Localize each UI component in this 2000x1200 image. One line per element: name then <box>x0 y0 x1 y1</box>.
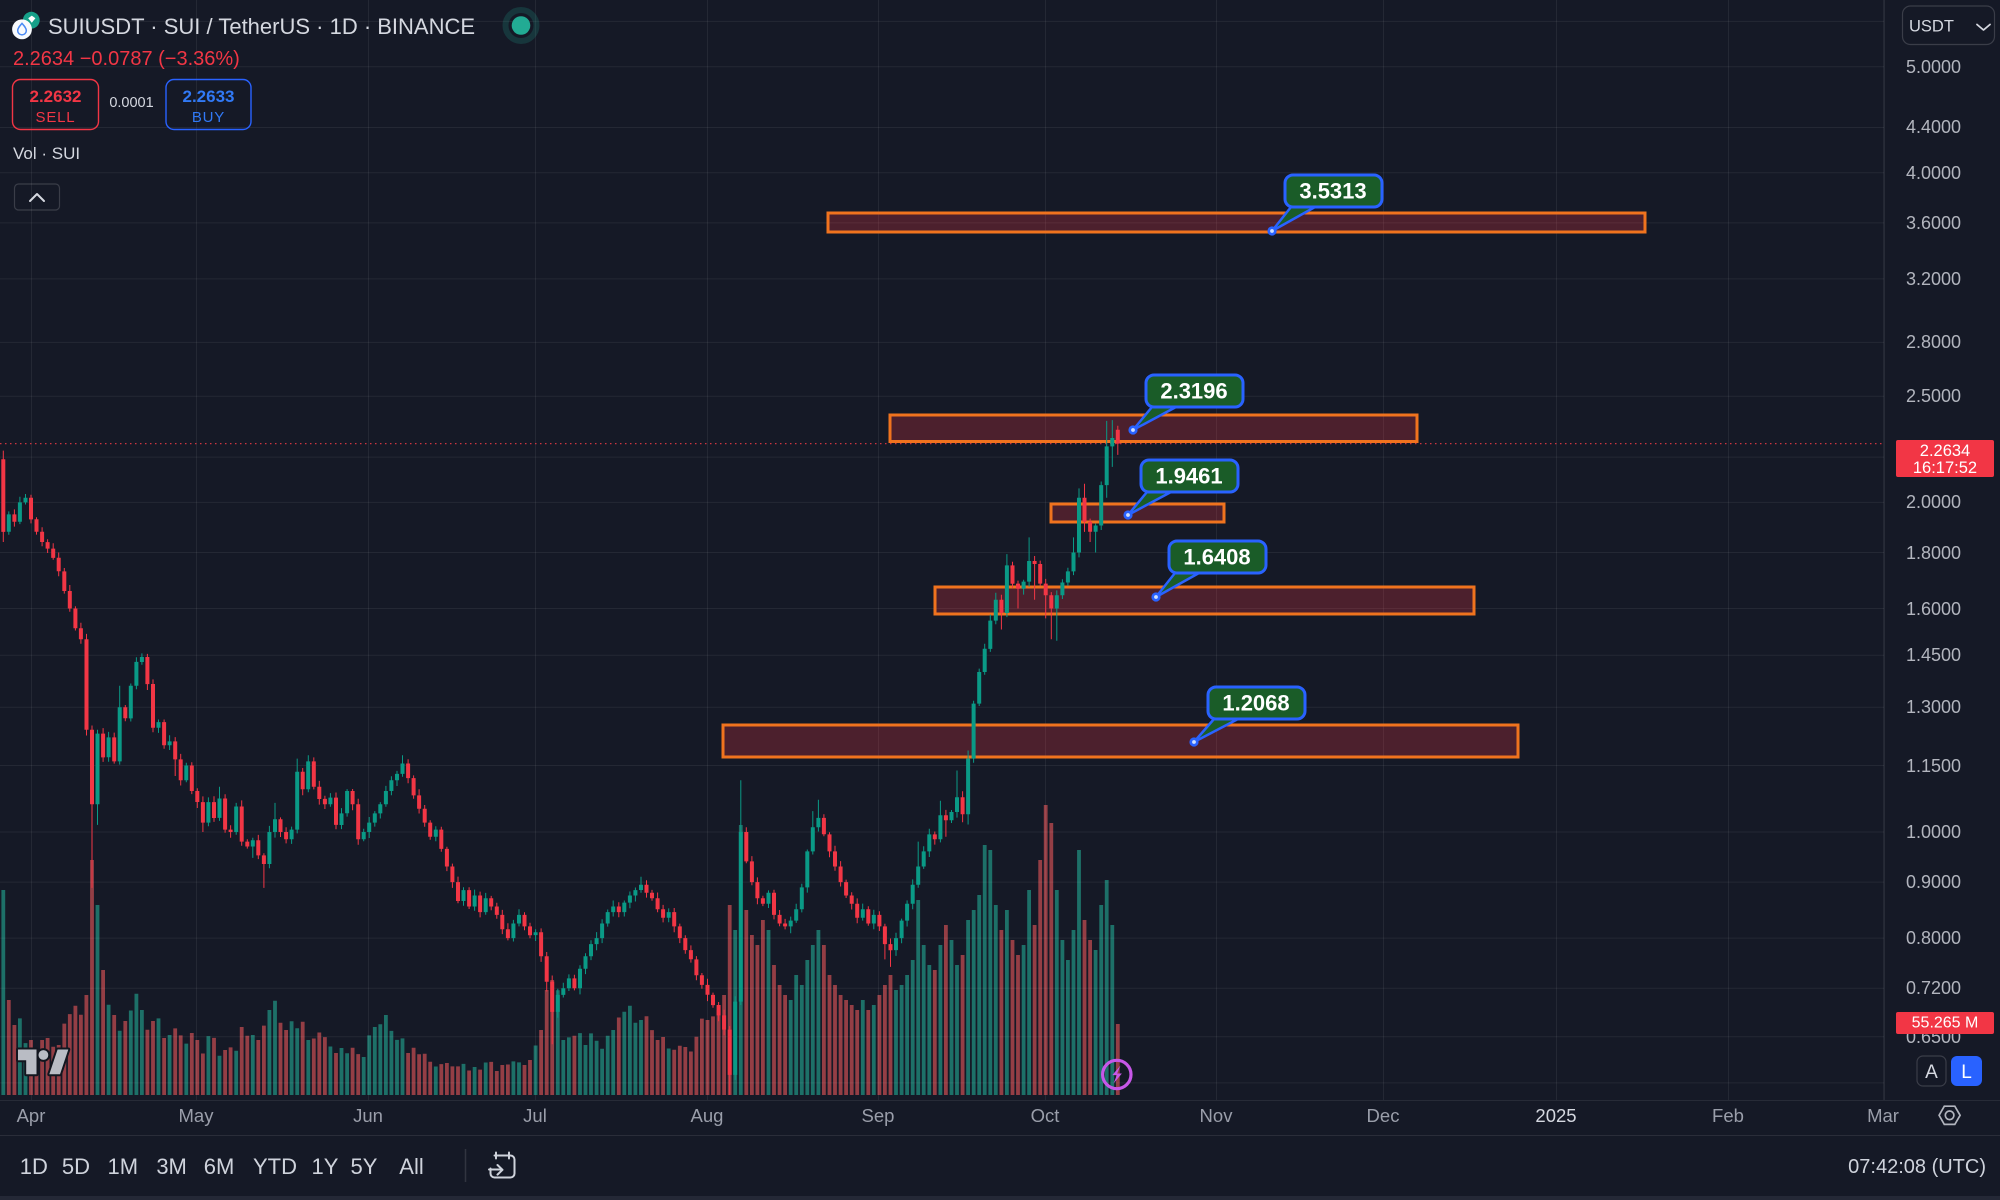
svg-text:Oct: Oct <box>1031 1105 1060 1126</box>
svg-text:2025: 2025 <box>1535 1105 1576 1126</box>
svg-text:Mar: Mar <box>1867 1105 1899 1126</box>
svg-text:5D: 5D <box>62 1154 90 1179</box>
svg-text:3.2000: 3.2000 <box>1906 269 1961 289</box>
svg-text:Aug: Aug <box>691 1105 724 1126</box>
svg-text:4.0000: 4.0000 <box>1906 163 1961 183</box>
svg-text:Feb: Feb <box>1712 1105 1744 1126</box>
svg-text:USDT: USDT <box>1909 18 1954 36</box>
svg-text:0.8000: 0.8000 <box>1906 928 1961 948</box>
svg-text:0.9000: 0.9000 <box>1906 872 1961 892</box>
svg-text:1.3000: 1.3000 <box>1906 697 1961 717</box>
svg-text:1.2068: 1.2068 <box>1222 691 1289 716</box>
svg-text:BUY: BUY <box>192 109 225 126</box>
svg-text:All: All <box>399 1154 423 1179</box>
svg-text:Dec: Dec <box>1367 1105 1400 1126</box>
svg-text:SELL: SELL <box>36 109 76 126</box>
svg-text:3.5313: 3.5313 <box>1299 179 1366 204</box>
svg-text:55.265 M: 55.265 M <box>1912 1015 1979 1032</box>
svg-text:6M: 6M <box>204 1154 235 1179</box>
svg-text:2.0000: 2.0000 <box>1906 492 1961 512</box>
svg-text:1D: 1D <box>20 1154 48 1179</box>
svg-text:0.0001: 0.0001 <box>109 95 153 111</box>
svg-text:3M: 3M <box>156 1154 187 1179</box>
svg-text:0.7200: 0.7200 <box>1906 978 1961 998</box>
svg-text:1.1500: 1.1500 <box>1906 756 1961 776</box>
svg-text:1M: 1M <box>108 1154 139 1179</box>
svg-text:2.2632: 2.2632 <box>30 87 82 106</box>
svg-text:1.6408: 1.6408 <box>1183 545 1250 570</box>
svg-text:1.4500: 1.4500 <box>1906 645 1961 665</box>
svg-text:4.4000: 4.4000 <box>1906 117 1961 137</box>
svg-text:Sep: Sep <box>862 1105 895 1126</box>
svg-text:5Y: 5Y <box>351 1154 378 1179</box>
svg-text:May: May <box>179 1105 215 1126</box>
svg-text:07:42:08 (UTC): 07:42:08 (UTC) <box>1848 1156 1986 1178</box>
svg-text:16:17:52: 16:17:52 <box>1913 459 1977 477</box>
svg-text:2.2634 −0.0787 (−3.36%): 2.2634 −0.0787 (−3.36%) <box>13 48 240 70</box>
svg-text:1.8000: 1.8000 <box>1906 543 1961 563</box>
svg-text:A: A <box>1925 1062 1938 1083</box>
svg-text:Nov: Nov <box>1200 1105 1234 1126</box>
svg-text:Jun: Jun <box>353 1105 383 1126</box>
svg-text:2.3196: 2.3196 <box>1160 379 1227 404</box>
svg-text:SUIUSDT · SUI / TetherUS · 1D: SUIUSDT · SUI / TetherUS · 1D · BINANCE <box>48 14 475 39</box>
svg-text:2.2633: 2.2633 <box>183 87 235 106</box>
svg-text:2.8000: 2.8000 <box>1906 332 1961 352</box>
svg-text:YTD: YTD <box>253 1154 297 1179</box>
svg-text:Vol · SUI: Vol · SUI <box>13 144 80 163</box>
svg-text:1Y: 1Y <box>312 1154 339 1179</box>
svg-text:3.6000: 3.6000 <box>1906 213 1961 233</box>
svg-text:2.2634: 2.2634 <box>1920 442 1970 460</box>
svg-text:Jul: Jul <box>523 1105 547 1126</box>
svg-text:Apr: Apr <box>17 1105 46 1126</box>
svg-text:2.5000: 2.5000 <box>1906 386 1961 406</box>
svg-text:5.0000: 5.0000 <box>1906 57 1961 77</box>
svg-text:L: L <box>1961 1062 1972 1083</box>
svg-text:1.6000: 1.6000 <box>1906 599 1961 619</box>
svg-text:1.0000: 1.0000 <box>1906 822 1961 842</box>
svg-text:1.9461: 1.9461 <box>1155 464 1222 489</box>
